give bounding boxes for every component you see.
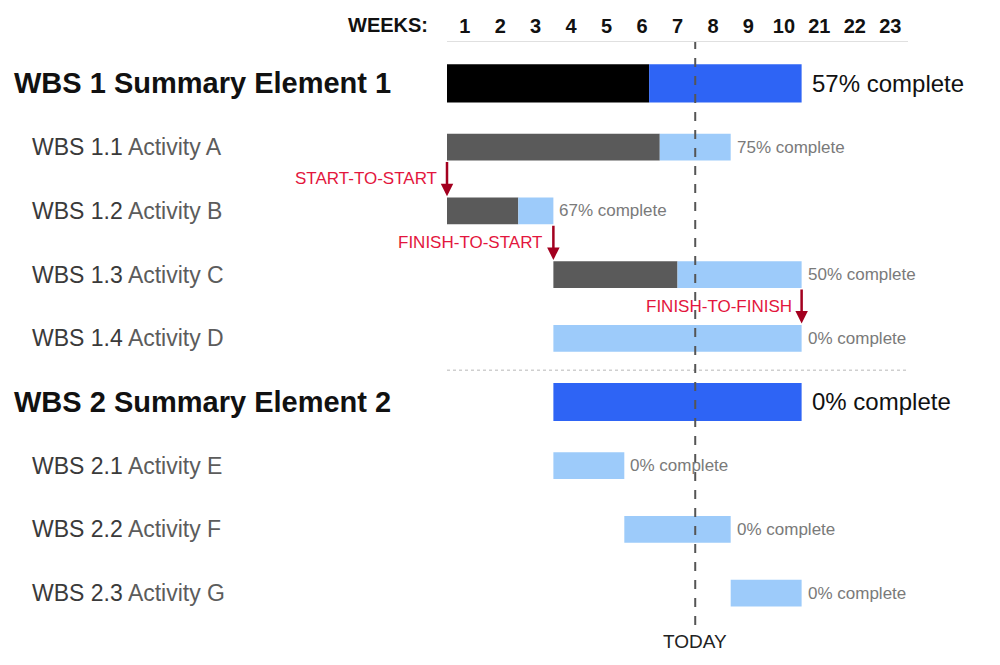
svg-text:WBS 2 Summary Element 2: WBS 2 Summary Element 2 xyxy=(14,386,391,418)
svg-text:7: 7 xyxy=(672,15,683,37)
svg-text:21: 21 xyxy=(808,15,830,37)
svg-text:8: 8 xyxy=(707,15,718,37)
svg-text:4: 4 xyxy=(566,15,578,37)
svg-text:23: 23 xyxy=(879,15,901,37)
svg-text:5: 5 xyxy=(601,15,612,37)
svg-text:3: 3 xyxy=(530,15,541,37)
svg-text:9: 9 xyxy=(743,15,754,37)
svg-text:22: 22 xyxy=(844,15,866,37)
svg-text:0% complete: 0% complete xyxy=(808,329,906,348)
svg-text:WBS 1 Summary Element 1: WBS 1 Summary Element 1 xyxy=(14,67,391,99)
svg-text:WBS 1.3 Activity C: WBS 1.3 Activity C xyxy=(32,262,224,288)
svg-text:0% complete: 0% complete xyxy=(812,388,951,415)
svg-text:WBS 1.1 Activity A: WBS 1.1 Activity A xyxy=(32,134,222,160)
svg-text:FINISH-TO-START: FINISH-TO-START xyxy=(398,233,543,252)
svg-text:0% complete: 0% complete xyxy=(737,520,835,539)
svg-text:1: 1 xyxy=(459,15,470,37)
svg-text:WEEKS:: WEEKS: xyxy=(348,14,428,36)
svg-text:WBS 1.4 Activity D: WBS 1.4 Activity D xyxy=(32,325,224,351)
svg-text:WBS 1.2 Activity B: WBS 1.2 Activity B xyxy=(32,198,222,224)
svg-text:0% complete: 0% complete xyxy=(630,456,728,475)
svg-text:WBS 2.1 Activity E: WBS 2.1 Activity E xyxy=(32,453,222,479)
svg-text:67% complete: 67% complete xyxy=(559,201,667,220)
svg-text:10: 10 xyxy=(773,15,795,37)
svg-text:2: 2 xyxy=(495,15,506,37)
svg-text:0% complete: 0% complete xyxy=(808,584,906,603)
svg-text:START-TO-START: START-TO-START xyxy=(295,169,437,188)
svg-text:6: 6 xyxy=(636,15,647,37)
svg-text:WBS 2.2 Activity F: WBS 2.2 Activity F xyxy=(32,516,221,542)
svg-text:57% complete: 57% complete xyxy=(812,70,964,97)
svg-text:WBS 2.3 Activity G: WBS 2.3 Activity G xyxy=(32,580,225,606)
svg-text:FINISH-TO-FINISH: FINISH-TO-FINISH xyxy=(646,297,792,316)
svg-text:75% complete: 75% complete xyxy=(737,138,845,157)
svg-text:50% complete: 50% complete xyxy=(808,265,916,284)
svg-text:TODAY: TODAY xyxy=(663,631,727,652)
